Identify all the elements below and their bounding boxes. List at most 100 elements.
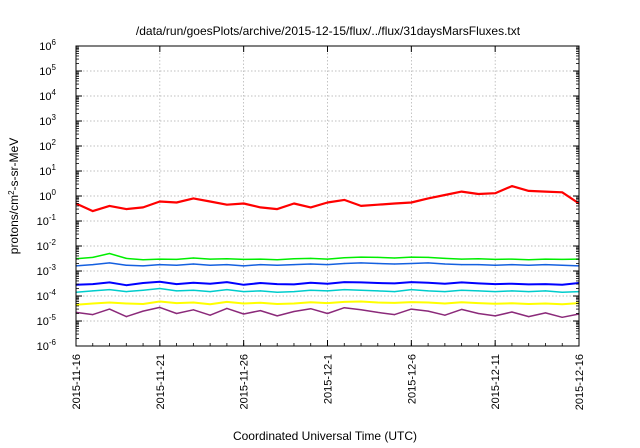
x-tick-label: 2015-11-16 bbox=[71, 354, 83, 409]
data-point bbox=[461, 289, 463, 291]
data-point bbox=[310, 289, 312, 291]
data-point bbox=[209, 258, 211, 260]
data-point bbox=[410, 281, 412, 283]
x-tick-label: 2015-11-21 bbox=[155, 354, 167, 409]
data-point bbox=[343, 301, 345, 303]
y-tick-label: 101 bbox=[39, 163, 56, 178]
data-point bbox=[444, 194, 446, 196]
data-point bbox=[377, 262, 379, 265]
data-point bbox=[293, 258, 295, 260]
data-point bbox=[393, 314, 396, 316]
data-point bbox=[243, 284, 245, 286]
data-point bbox=[511, 302, 513, 304]
data-point bbox=[226, 264, 228, 266]
data-point bbox=[176, 258, 178, 261]
data-point bbox=[125, 302, 127, 305]
data-point bbox=[125, 257, 127, 259]
data-point bbox=[108, 301, 111, 304]
data-point bbox=[393, 282, 396, 284]
data-point bbox=[410, 256, 412, 258]
data-point bbox=[477, 264, 479, 266]
data-point bbox=[393, 202, 396, 205]
data-point bbox=[310, 308, 312, 310]
x-tick-label: 2015-12-16 bbox=[574, 354, 586, 410]
data-point bbox=[544, 264, 547, 266]
data-point bbox=[494, 258, 496, 261]
data-point bbox=[310, 257, 312, 259]
data-point bbox=[528, 259, 530, 261]
data-point bbox=[243, 258, 245, 261]
data-point bbox=[410, 308, 412, 310]
data-point bbox=[192, 197, 194, 200]
data-point bbox=[461, 281, 463, 283]
y-tick-label: 10-6 bbox=[37, 338, 57, 353]
data-point bbox=[544, 302, 547, 305]
data-point bbox=[108, 252, 111, 255]
data-point bbox=[528, 190, 530, 192]
data-point bbox=[360, 300, 362, 303]
data-point bbox=[377, 282, 379, 284]
data-point bbox=[192, 263, 194, 265]
data-point bbox=[561, 303, 563, 305]
data-point bbox=[243, 265, 245, 267]
y-tick-label: 103 bbox=[39, 113, 56, 128]
data-point bbox=[326, 201, 329, 204]
data-point bbox=[477, 312, 479, 315]
data-point bbox=[226, 281, 228, 283]
data-point bbox=[176, 290, 178, 292]
data-point bbox=[326, 312, 329, 315]
data-point bbox=[92, 264, 94, 266]
data-point bbox=[92, 256, 94, 258]
data-point bbox=[326, 283, 329, 285]
data-point bbox=[511, 264, 513, 266]
y-tick-label: 102 bbox=[39, 138, 56, 153]
data-point bbox=[209, 314, 211, 316]
data-point bbox=[226, 307, 228, 309]
data-point bbox=[243, 290, 245, 293]
data-point bbox=[209, 264, 211, 266]
data-point bbox=[477, 302, 479, 304]
data-point bbox=[108, 308, 111, 310]
data-point bbox=[310, 263, 312, 265]
data-point bbox=[243, 313, 245, 315]
data-point bbox=[561, 316, 563, 318]
chart-title: /data/run/goesPlots/archive/2015-12-15/f… bbox=[136, 24, 521, 38]
data-point bbox=[544, 312, 547, 314]
data-point bbox=[544, 190, 547, 193]
data-point bbox=[477, 258, 479, 260]
y-tick-label: 10-3 bbox=[37, 263, 57, 278]
data-point bbox=[427, 256, 429, 258]
data-point bbox=[528, 283, 530, 286]
data-point bbox=[511, 283, 513, 285]
data-point bbox=[276, 264, 278, 266]
data-point bbox=[293, 264, 295, 266]
data-point bbox=[159, 264, 161, 266]
data-point bbox=[343, 307, 345, 309]
data-point bbox=[494, 315, 496, 317]
data-point bbox=[142, 303, 144, 305]
data-point bbox=[159, 258, 161, 260]
data-point bbox=[310, 206, 312, 208]
data-point bbox=[461, 258, 463, 260]
data-point bbox=[142, 265, 144, 267]
x-tick-label: 2015-12-1 bbox=[323, 354, 335, 404]
data-point bbox=[544, 283, 547, 285]
data-point bbox=[276, 291, 278, 293]
data-point bbox=[477, 290, 479, 292]
data-point bbox=[159, 306, 161, 308]
data-point bbox=[293, 302, 295, 305]
y-tick-label: 10-5 bbox=[37, 313, 57, 328]
data-point bbox=[142, 282, 144, 284]
y-axis-title: protons/cm2-s-sr-MeV bbox=[7, 138, 22, 254]
data-point bbox=[427, 310, 429, 312]
data-point bbox=[125, 264, 127, 266]
data-point bbox=[477, 193, 479, 195]
data-point bbox=[276, 303, 278, 305]
data-point bbox=[360, 256, 362, 258]
x-axis-title: Coordinated Universal Time (UTC) bbox=[233, 429, 417, 443]
data-point bbox=[377, 256, 379, 258]
data-point bbox=[444, 263, 446, 265]
data-point bbox=[92, 302, 94, 305]
data-point bbox=[377, 204, 379, 206]
data-point bbox=[561, 291, 563, 293]
